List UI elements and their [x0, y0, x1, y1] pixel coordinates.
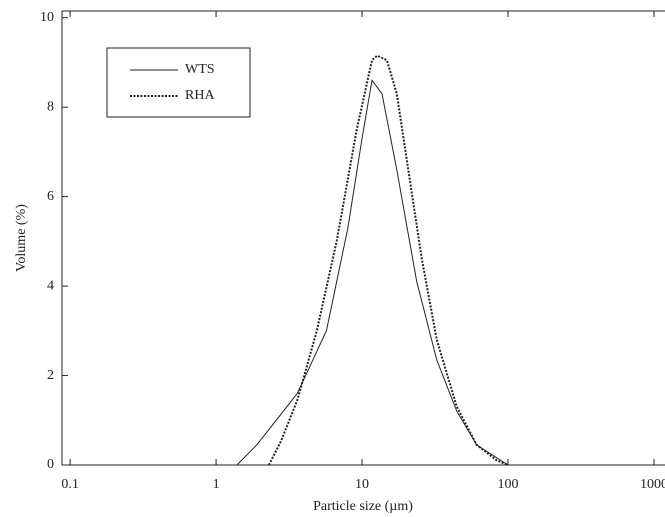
- x-axis-label: Particle size (µm): [313, 499, 413, 514]
- y-tick-label: 8: [47, 99, 54, 114]
- y-tick-label: 0: [47, 457, 54, 472]
- data-line: [267, 54, 509, 466]
- x-tick-label: 1: [213, 477, 220, 492]
- x-tick-label: 100: [498, 477, 519, 492]
- y-tick-label: 2: [47, 368, 54, 383]
- x-tick-label: 1000: [640, 477, 665, 492]
- legend-label: RHA: [185, 88, 215, 103]
- data-line: [236, 79, 509, 466]
- y-tick-label: 6: [47, 189, 54, 204]
- y-tick-label: 10: [40, 10, 54, 25]
- y-tick-label: 4: [47, 278, 54, 293]
- x-tick-label: 0.1: [61, 477, 79, 492]
- legend-box: [106, 47, 251, 118]
- x-tick-label: 10: [355, 477, 369, 492]
- legend-label: WTS: [185, 62, 215, 77]
- plot-frame: [61, 10, 665, 466]
- y-axis-label: Volume (%): [14, 204, 29, 272]
